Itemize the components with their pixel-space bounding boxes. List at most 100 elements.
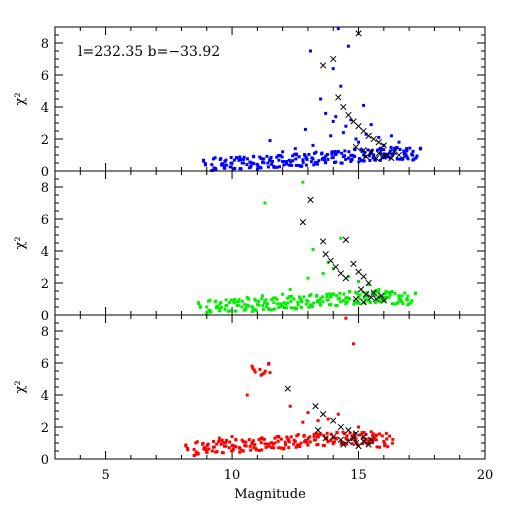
data-point [284, 443, 288, 447]
data-point [281, 292, 285, 296]
data-point [294, 445, 298, 449]
data-point [257, 299, 261, 303]
data-point [210, 163, 214, 167]
cross-point [360, 299, 367, 306]
data-point [293, 439, 297, 443]
data-point [224, 444, 228, 448]
cross-point [360, 438, 367, 445]
data-point [281, 150, 285, 154]
data-point [343, 442, 347, 446]
data-point [317, 298, 321, 302]
cross-point [335, 94, 342, 101]
data-point [240, 305, 244, 309]
panel-frame [54, 170, 486, 316]
data-point [326, 440, 330, 444]
data-point [260, 448, 264, 452]
data-point [346, 44, 350, 48]
data-point [399, 298, 403, 302]
data-point [249, 448, 253, 452]
panel-frame [54, 314, 486, 460]
data-point [302, 434, 306, 438]
data-point [358, 297, 362, 301]
data-point [402, 149, 406, 153]
data-point [215, 442, 219, 446]
data-point [224, 163, 228, 167]
data-point [218, 302, 222, 306]
data-point [224, 441, 228, 445]
data-point [243, 308, 247, 312]
data-point [270, 298, 274, 302]
data-point [263, 369, 267, 373]
data-point [371, 432, 375, 436]
data-point [315, 294, 319, 298]
data-point [270, 162, 274, 166]
data-point [262, 371, 266, 375]
data-point [336, 27, 340, 31]
data-point [210, 449, 214, 453]
data-point [194, 450, 198, 454]
cross-point [322, 435, 329, 442]
data-point [227, 300, 231, 304]
data-point [331, 67, 335, 71]
data-point [366, 439, 370, 443]
data-point [371, 441, 375, 445]
data-point [247, 438, 251, 442]
data-point [279, 437, 283, 441]
x-tick-label: 20 [477, 468, 494, 483]
data-point [244, 440, 248, 444]
data-point [205, 450, 209, 454]
data-point [392, 151, 396, 155]
data-point [248, 160, 252, 164]
data-point [341, 441, 345, 445]
data-point [233, 297, 237, 301]
y-axis-label: χ² [13, 380, 28, 393]
data-point [348, 290, 352, 294]
data-point [223, 307, 227, 311]
data-point [257, 303, 261, 307]
data-point [364, 132, 368, 136]
data-point [268, 157, 272, 161]
data-point [296, 433, 300, 437]
data-point [384, 289, 388, 293]
data-point [245, 295, 249, 299]
data-point [272, 301, 276, 305]
data-point [265, 442, 269, 446]
cross-point [360, 127, 367, 135]
data-point [253, 443, 257, 447]
data-point [352, 302, 356, 306]
data-point [353, 155, 357, 159]
data-point [280, 155, 284, 159]
cross-point [380, 142, 387, 149]
y-tick-label: 8 [41, 325, 49, 340]
data-point [369, 430, 373, 434]
data-point [374, 434, 378, 438]
data-point [312, 301, 316, 305]
data-point [205, 444, 209, 448]
data-point [389, 145, 393, 149]
data-point [405, 155, 409, 159]
data-point [314, 438, 318, 442]
data-point [224, 298, 228, 302]
data-point [262, 161, 266, 165]
cross-point [368, 436, 375, 443]
cross-point [352, 295, 360, 303]
data-point [237, 298, 241, 302]
y-tick-label: 8 [41, 37, 49, 52]
data-point [308, 303, 312, 307]
data-point [328, 292, 332, 296]
data-point [277, 446, 281, 450]
data-point [332, 440, 336, 444]
data-point [273, 441, 277, 445]
y-axis-label: χ² [13, 92, 28, 105]
data-point [252, 368, 256, 372]
data-point [354, 300, 358, 304]
data-point [303, 440, 307, 444]
data-point [264, 445, 268, 449]
data-point [304, 302, 308, 306]
data-point [214, 168, 218, 172]
data-point [340, 151, 344, 155]
data-point [317, 300, 321, 304]
data-point [250, 364, 254, 368]
data-point [374, 438, 378, 442]
data-point [217, 439, 221, 443]
